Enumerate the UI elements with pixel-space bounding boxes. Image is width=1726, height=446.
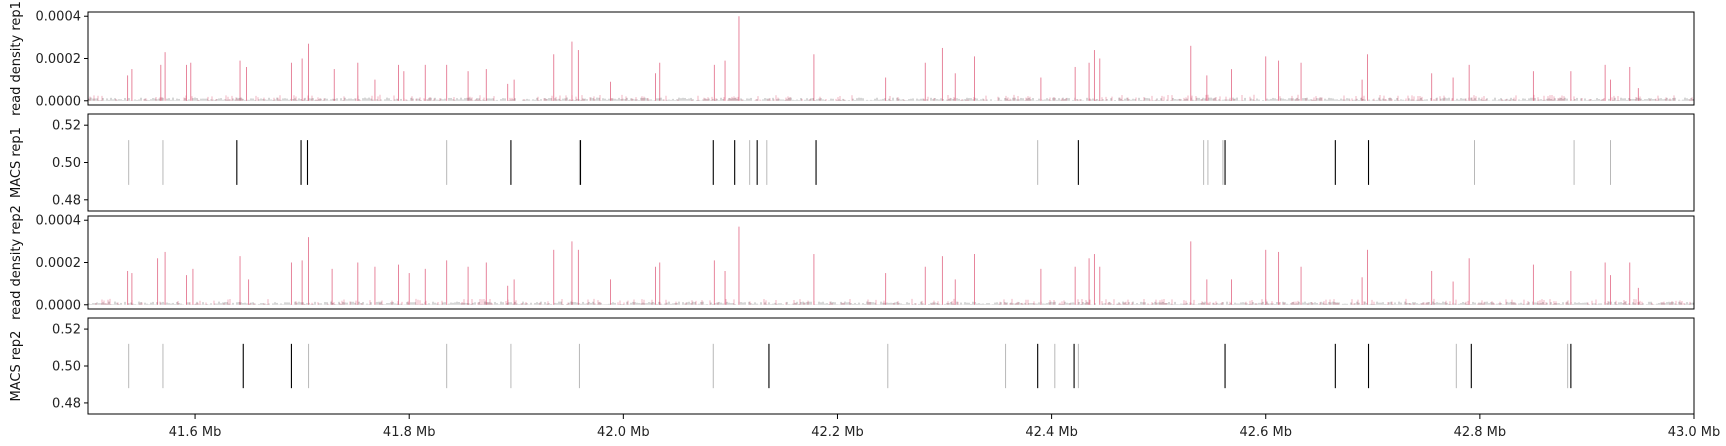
x-tick-label-8: 43.0 Mb <box>1668 425 1721 440</box>
noise-baseline-panel-3 <box>88 301 1694 305</box>
x-tick-label-6: 42.6 Mb <box>1239 425 1292 440</box>
y-tick-label-panel-3-2: 0.0002 <box>36 256 82 271</box>
panel-frame-2 <box>87 113 1695 212</box>
y-tick-label-panel-2-2: 0.50 <box>52 156 81 171</box>
panel-frame-4 <box>87 317 1695 415</box>
y-axis-label-panel-1: read density rep1 <box>9 1 24 116</box>
noise-signal-panel-3 <box>95 298 1691 305</box>
noise-signal-panel-1 <box>89 94 1695 101</box>
y-tick-label-panel-1-2: 0.0002 <box>36 52 82 67</box>
y-tick-label-panel-2-1: 0.48 <box>52 193 81 208</box>
x-tick-label-5: 42.4 Mb <box>1025 425 1078 440</box>
x-tick-label-1: 41.6 Mb <box>169 425 222 440</box>
x-tick-label-2: 41.8 Mb <box>383 425 436 440</box>
y-tick-label-panel-4-3: 0.52 <box>52 323 81 338</box>
y-axis-label-panel-3: read density rep2 <box>9 205 24 320</box>
y-tick-label-panel-2-3: 0.52 <box>52 119 81 134</box>
y-tick-label-panel-3-1: 0.0000 <box>36 298 82 313</box>
noise-baseline-panel-1 <box>88 97 1694 101</box>
x-tick-label-3: 42.0 Mb <box>597 425 650 440</box>
y-tick-label-panel-4-2: 0.50 <box>52 360 81 375</box>
y-tick-label-panel-3-3: 0.0004 <box>36 214 82 229</box>
y-axis-label-panel-4: MACS rep2 <box>9 331 24 402</box>
y-tick-label-panel-4-1: 0.48 <box>52 396 81 411</box>
y-axis-label-panel-2: MACS rep1 <box>9 127 24 198</box>
x-tick-label-4: 42.2 Mb <box>811 425 864 440</box>
x-tick-label-7: 42.8 Mb <box>1454 425 1507 440</box>
y-tick-label-panel-1-3: 0.0004 <box>36 10 82 25</box>
y-tick-label-panel-1-1: 0.0000 <box>36 94 82 109</box>
